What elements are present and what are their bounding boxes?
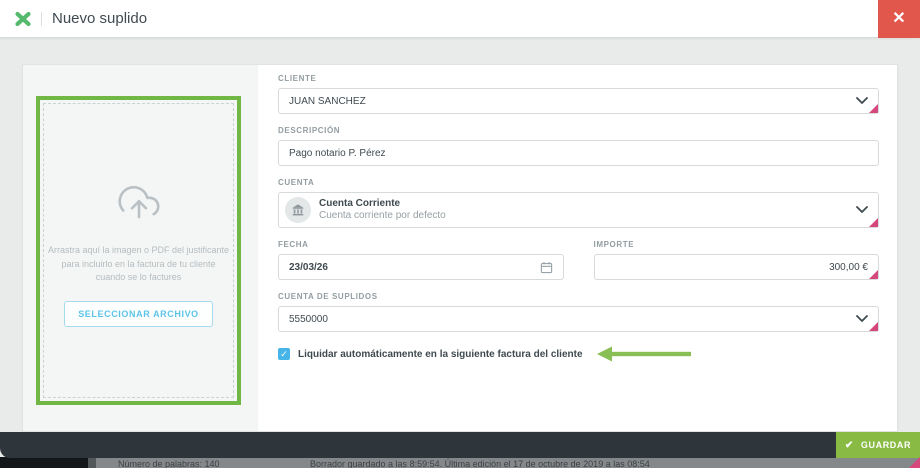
cliente-group: CLIENTE JUAN SANCHEZ	[278, 74, 879, 114]
app-logo-icon	[15, 11, 31, 27]
close-button[interactable]: ✕	[878, 0, 920, 38]
checkbox-check-icon: ✓	[280, 349, 288, 359]
fecha-input[interactable]	[289, 261, 540, 273]
background-window-separator	[88, 457, 96, 468]
select-file-button[interactable]: SELECCIONAR ARCHIVO	[64, 300, 213, 327]
cliente-value: JUAN SANCHEZ	[289, 95, 366, 107]
descripcion-input[interactable]	[289, 147, 868, 159]
importe-field	[593, 254, 879, 280]
close-icon: ✕	[892, 10, 906, 27]
cuenta-suplidos-value: 5550000	[289, 313, 328, 325]
modal-title: Nuevo suplido	[52, 10, 148, 27]
cuenta-group: CUENTA Cuenta Corriente	[278, 178, 879, 228]
liquidar-checkbox[interactable]: ✓	[278, 348, 290, 360]
required-corner-marker	[869, 322, 878, 331]
required-corner-marker	[869, 218, 878, 227]
save-label: GUARDAR	[860, 440, 912, 450]
required-corner-marker	[869, 270, 878, 279]
cuenta-suplidos-label: CUENTA DE SUPLIDOS	[278, 292, 378, 301]
cuenta-select[interactable]: Cuenta Corriente Cuenta corriente por de…	[278, 192, 879, 228]
upload-cloud-icon	[117, 185, 160, 219]
modal-body: Arrastra aquí la imagen o PDF del justif…	[22, 64, 898, 432]
cuenta-suplidos-group: CUENTA DE SUPLIDOS 5550000	[278, 292, 879, 332]
fecha-field	[278, 254, 564, 280]
chevron-down-icon	[856, 315, 868, 323]
importe-label: IMPORTE	[593, 240, 635, 249]
liquidar-row: ✓ Liquidar automáticamente en la siguien…	[278, 346, 879, 362]
dropzone-instructions: Arrastra aquí la imagen o PDF del justif…	[47, 245, 230, 282]
importe-input[interactable]	[604, 261, 868, 273]
importe-group: IMPORTE	[593, 240, 879, 280]
file-dropzone[interactable]: Arrastra aquí la imagen o PDF del justif…	[36, 96, 241, 405]
chevron-down-icon	[856, 97, 868, 105]
cliente-select[interactable]: JUAN SANCHEZ	[278, 88, 879, 114]
cliente-label: CLIENTE	[278, 74, 317, 83]
background-window-strip: Número de palabras: 140 Borrador guardad…	[0, 457, 920, 468]
cuenta-value-subtitle: Cuenta corriente por defecto	[319, 210, 446, 221]
required-corner-marker	[869, 104, 878, 113]
suplido-form: CLIENTE JUAN SANCHEZ DESCRIPCIÓN CUENTA	[278, 74, 879, 362]
cuenta-value-title: Cuenta Corriente	[319, 198, 401, 209]
bank-icon	[285, 197, 311, 223]
header-divider	[41, 12, 42, 26]
upload-panel: Arrastra aquí la imagen o PDF del justif…	[23, 65, 258, 431]
descripcion-field	[278, 140, 879, 166]
cuenta-suplidos-select[interactable]: 5550000	[278, 306, 879, 332]
annotation-arrow-icon	[596, 346, 691, 362]
descripcion-label: DESCRIPCIÓN	[278, 126, 341, 135]
chevron-down-icon	[856, 206, 868, 214]
corner-resize-marker	[909, 457, 920, 468]
footer-bar: ✔ GUARDAR	[0, 432, 920, 458]
calendar-icon[interactable]	[540, 261, 553, 274]
fecha-group: FECHA	[278, 240, 564, 280]
modal-header: Nuevo suplido ✕	[0, 0, 920, 38]
cuenta-label: CUENTA	[278, 178, 315, 187]
fecha-label: FECHA	[278, 240, 309, 249]
save-button[interactable]: ✔ GUARDAR	[836, 432, 920, 458]
background-window-corner	[0, 457, 88, 468]
liquidar-label: Liquidar automáticamente en la siguiente…	[298, 348, 583, 360]
descripcion-group: DESCRIPCIÓN	[278, 126, 879, 166]
word-count-text: Número de palabras: 140	[118, 459, 220, 468]
save-check-icon: ✔	[844, 439, 854, 451]
draft-status-text: Borrador guardado a las 8:59:54. Última …	[310, 459, 650, 468]
